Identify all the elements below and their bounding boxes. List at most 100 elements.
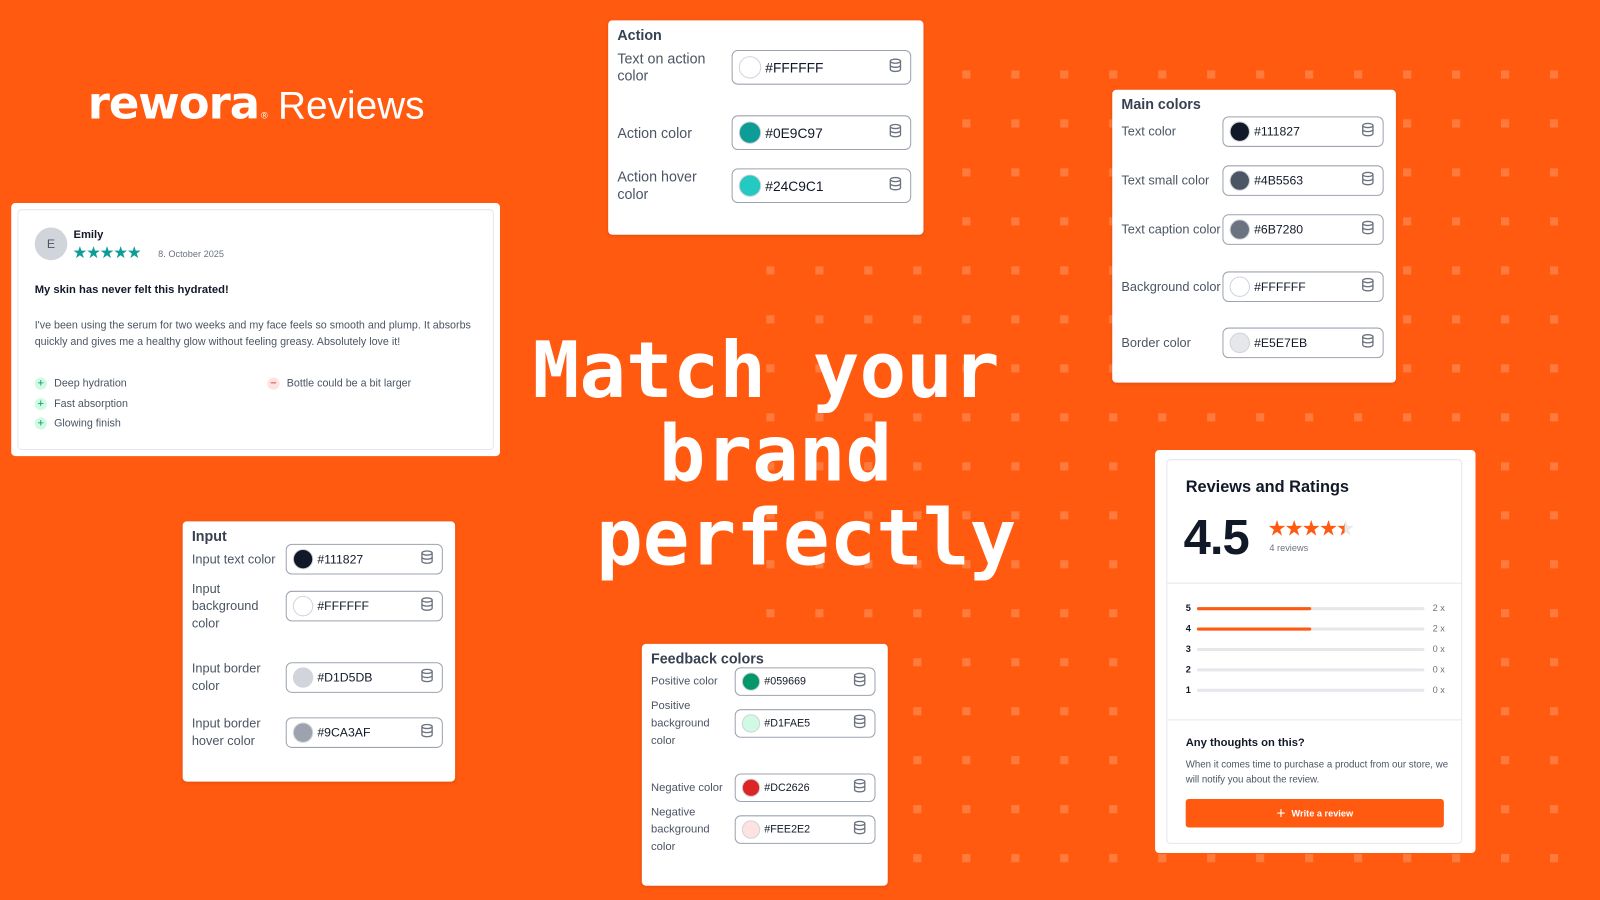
color-input[interactable]: #111827 bbox=[1222, 116, 1384, 147]
headline-line-3: perfectly bbox=[596, 491, 1017, 583]
color-input[interactable]: #4B5563 bbox=[1222, 165, 1384, 196]
database-icon[interactable] bbox=[853, 714, 866, 733]
color-hex-value[interactable]: #111827 bbox=[1254, 124, 1300, 139]
color-input[interactable]: #9CA3AF bbox=[285, 717, 443, 748]
database-icon[interactable] bbox=[1361, 220, 1374, 239]
color-swatch[interactable] bbox=[1229, 332, 1250, 354]
color-input[interactable]: #D1D5DB bbox=[285, 662, 443, 693]
grid-dot bbox=[962, 119, 971, 128]
grid-dot bbox=[1549, 609, 1559, 618]
grid-dot bbox=[913, 805, 922, 814]
color-swatch[interactable] bbox=[741, 714, 761, 733]
database-icon[interactable] bbox=[1361, 277, 1374, 296]
color-swatch[interactable] bbox=[292, 595, 314, 617]
color-hex-value[interactable]: #DC2626 bbox=[764, 781, 810, 794]
color-hex-value[interactable]: #FFFFFF bbox=[317, 598, 370, 614]
color-hex-value[interactable]: #059669 bbox=[764, 675, 807, 688]
grid-dot bbox=[1158, 413, 1167, 422]
review-stars-icon: ★★★★★ bbox=[72, 244, 141, 263]
color-hex-value[interactable]: #9CA3AF bbox=[317, 725, 371, 740]
database-icon[interactable] bbox=[889, 58, 902, 77]
database-icon[interactable] bbox=[420, 596, 433, 615]
color-hex-value[interactable]: #24C9C1 bbox=[765, 178, 824, 194]
color-setting-label: Negative color bbox=[651, 781, 723, 794]
database-icon[interactable] bbox=[889, 176, 902, 195]
grid-dot bbox=[1452, 315, 1461, 324]
color-hex-value[interactable]: #111827 bbox=[317, 552, 364, 567]
color-input[interactable]: #24C9C1 bbox=[731, 168, 912, 204]
grid-dot bbox=[1060, 315, 1069, 324]
color-hex-value[interactable]: #FEE2E2 bbox=[764, 823, 811, 836]
color-swatch[interactable] bbox=[292, 548, 314, 570]
grid-dot bbox=[1549, 168, 1559, 177]
database-icon[interactable] bbox=[1361, 122, 1374, 141]
color-input[interactable]: #FFFFFF bbox=[731, 49, 912, 85]
color-input[interactable]: #6B7280 bbox=[1222, 214, 1384, 245]
color-input[interactable]: #059669 bbox=[734, 667, 876, 696]
database-icon[interactable] bbox=[1361, 333, 1374, 352]
star-level: 4 bbox=[1185, 623, 1191, 634]
color-swatch[interactable] bbox=[1229, 170, 1250, 191]
grid-dot bbox=[1549, 266, 1559, 275]
grid-dot bbox=[962, 315, 971, 324]
color-swatch[interactable] bbox=[292, 722, 314, 743]
color-input[interactable]: #D1FAE5 bbox=[734, 709, 876, 738]
color-hex-value[interactable]: #0E9C97 bbox=[765, 124, 823, 141]
grid-dot bbox=[1354, 70, 1363, 79]
panel-title: Action bbox=[617, 26, 662, 43]
color-input[interactable]: #111827 bbox=[285, 543, 443, 575]
review-date: 8. October 2025 bbox=[158, 248, 225, 260]
database-icon[interactable] bbox=[1361, 171, 1374, 190]
color-swatch[interactable] bbox=[1229, 121, 1250, 142]
color-swatch[interactable] bbox=[1229, 219, 1250, 240]
grid-dot bbox=[1011, 70, 1020, 79]
grid-dot bbox=[1011, 658, 1020, 667]
color-input[interactable]: #E5E7EB bbox=[1222, 327, 1384, 359]
color-swatch[interactable] bbox=[741, 778, 761, 797]
color-input[interactable]: #FFFFFF bbox=[1222, 271, 1384, 303]
color-hex-value[interactable]: #6B7280 bbox=[1254, 222, 1304, 237]
database-icon[interactable] bbox=[853, 672, 866, 691]
database-icon[interactable] bbox=[420, 723, 433, 742]
grid-dot bbox=[815, 511, 824, 520]
grid-dot bbox=[1011, 168, 1020, 177]
write-review-button[interactable]: + Write a review bbox=[1185, 798, 1444, 828]
grid-dot bbox=[1256, 70, 1265, 79]
database-icon[interactable] bbox=[889, 123, 902, 142]
bar-count: 2 x bbox=[1432, 603, 1445, 614]
database-icon[interactable] bbox=[420, 549, 433, 568]
grid-dot bbox=[913, 707, 922, 716]
color-hex-value[interactable]: #FFFFFF bbox=[765, 59, 824, 75]
color-swatch[interactable] bbox=[738, 56, 762, 79]
grid-dot bbox=[913, 266, 922, 275]
database-icon[interactable] bbox=[420, 668, 433, 687]
grid-dot bbox=[1403, 217, 1412, 226]
color-swatch[interactable] bbox=[738, 174, 762, 197]
color-input[interactable]: #0E9C97 bbox=[731, 115, 912, 150]
grid-dot bbox=[1501, 315, 1510, 324]
database-icon[interactable] bbox=[853, 778, 866, 797]
grid-dot bbox=[1011, 854, 1020, 863]
color-swatch[interactable] bbox=[741, 820, 761, 839]
pro-item: + Glowing finish bbox=[34, 417, 121, 430]
grid-dot bbox=[1011, 805, 1020, 814]
grid-dot bbox=[815, 609, 824, 618]
database-icon[interactable] bbox=[853, 820, 866, 839]
color-swatch[interactable] bbox=[738, 121, 762, 144]
grid-dot bbox=[1501, 413, 1510, 422]
color-hex-value[interactable]: #E5E7EB bbox=[1254, 335, 1308, 350]
color-input[interactable]: #FFFFFF bbox=[285, 590, 443, 622]
color-input[interactable]: #DC2626 bbox=[734, 773, 876, 803]
color-hex-value[interactable]: #D1FAE5 bbox=[764, 717, 811, 730]
average-stars-icon: ★★★★★ bbox=[1267, 517, 1355, 541]
color-hex-value[interactable]: #D1D5DB bbox=[317, 670, 373, 685]
grid-dot bbox=[1354, 413, 1363, 422]
color-swatch[interactable] bbox=[741, 672, 761, 691]
color-swatch[interactable] bbox=[1229, 276, 1250, 297]
color-swatch[interactable] bbox=[292, 667, 314, 688]
color-input[interactable]: #FEE2E2 bbox=[734, 815, 876, 844]
color-hex-value[interactable]: #FFFFFF bbox=[1254, 279, 1306, 294]
grid-dot bbox=[1354, 854, 1363, 863]
color-hex-value[interactable]: #4B5563 bbox=[1254, 173, 1304, 188]
